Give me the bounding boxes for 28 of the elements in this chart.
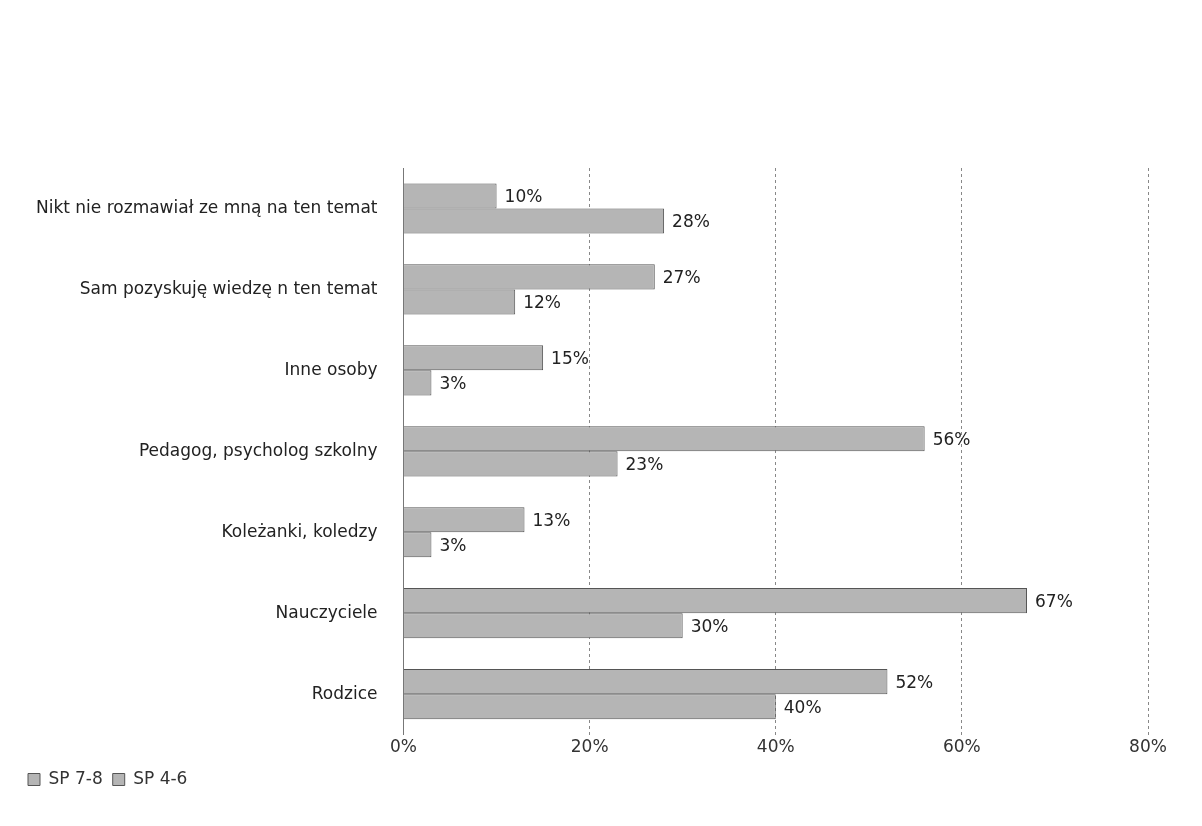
y-tick-label: Inne osoby <box>284 358 378 379</box>
legend-label: SP 7-8 <box>48 767 103 788</box>
y-tick-label: Sam pozyskuję wiedzę n ten temat <box>79 277 378 298</box>
x-tick-label: 20% <box>570 736 609 757</box>
legend-label: SP 4-6 <box>133 767 188 788</box>
data-label: 28% <box>672 211 710 232</box>
data-label: 27% <box>662 267 701 288</box>
y-tick-label: Nauczyciele <box>275 601 378 622</box>
data-label: 30% <box>690 616 729 637</box>
data-label: 13% <box>532 510 571 531</box>
y-tick-label: Koleżanki, koledzy <box>221 520 378 541</box>
data-label: 15% <box>551 348 589 369</box>
x-tick-label: 40% <box>756 736 795 757</box>
data-label: 40% <box>783 697 822 718</box>
x-tick-label: 0% <box>390 736 418 757</box>
y-tick-label: Rodzice <box>311 682 378 703</box>
data-label: 52% <box>895 672 934 692</box>
data-label: 10% <box>504 186 543 207</box>
data-label: 67% <box>1035 591 1073 612</box>
data-label: 56% <box>932 429 971 450</box>
y-tick-label: Pedagog, psycholog szkolny <box>138 439 378 460</box>
data-label: 23% <box>625 454 664 475</box>
data-label: 3% <box>439 373 467 394</box>
x-tick-label: 80% <box>1129 736 1167 757</box>
data-label: 3% <box>439 535 467 556</box>
x-tick-label: 60% <box>942 736 981 757</box>
data-label: 12% <box>523 292 561 313</box>
y-tick-label: Nikt nie rozmawiał ze mną na ten temat <box>35 196 378 217</box>
